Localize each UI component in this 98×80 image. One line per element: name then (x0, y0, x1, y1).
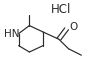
Text: O: O (70, 22, 78, 32)
Text: HCl: HCl (51, 3, 71, 16)
Text: HN: HN (4, 29, 19, 39)
